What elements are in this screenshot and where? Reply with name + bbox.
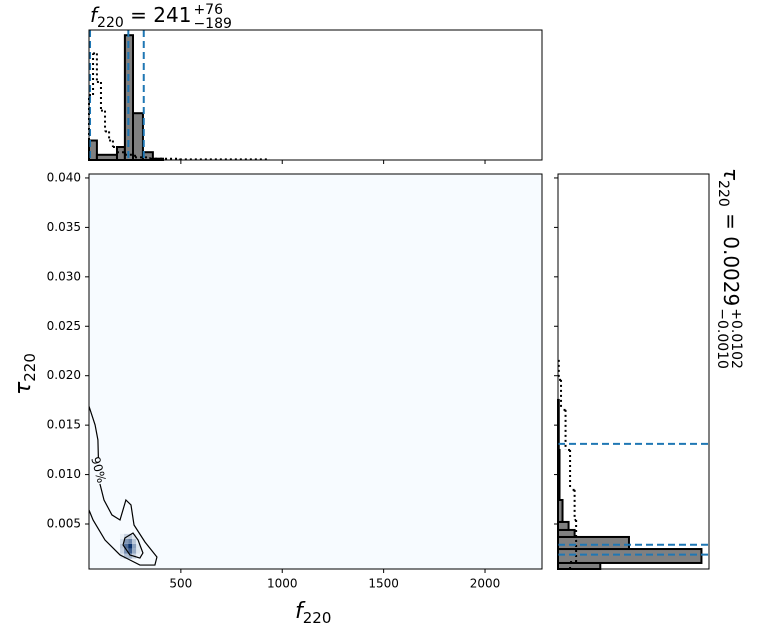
density-cell — [132, 533, 137, 539]
contour-label: 90% — [88, 455, 108, 484]
top-hist-frame — [88, 29, 543, 161]
y-tick-label: 0.040 — [47, 170, 81, 184]
y-tick-label: 0.030 — [47, 269, 81, 283]
y-tick-label: 0.035 — [47, 220, 81, 234]
hist-bar — [557, 548, 703, 564]
density-cell — [120, 533, 125, 539]
plot-frame — [88, 173, 543, 570]
title: f220 = 241 — [90, 3, 191, 31]
density-cell — [128, 553, 133, 559]
x-label-sub: 220 — [303, 609, 332, 627]
y-tick-label: 0.020 — [47, 368, 81, 382]
y-axis-label: τ220 — [11, 353, 39, 395]
right-title: τ220 = 0.0029 +0.0102−0.0010 — [714, 168, 744, 369]
right-hist-frame — [557, 173, 710, 570]
x-tick-label: 1000 — [267, 577, 298, 591]
density-cell — [124, 533, 129, 539]
y-tick-label: 0.025 — [47, 319, 81, 333]
density-cell — [124, 538, 129, 544]
density-cell — [120, 543, 125, 549]
main-plot: 90% — [88, 406, 158, 566]
hist-bar — [557, 528, 576, 538]
y-label-symbol: τ — [11, 381, 36, 395]
density-cell — [132, 543, 137, 549]
title-lower: −189 — [193, 16, 231, 32]
density-cell — [128, 533, 133, 539]
density-cell — [120, 548, 125, 554]
top-title: f220 = 241 +76−189 — [90, 2, 232, 32]
density-cell — [136, 553, 141, 559]
y-label-sub: 220 — [21, 353, 39, 382]
hist-bar — [115, 146, 126, 161]
density-cell — [136, 548, 141, 554]
title-value: = 0.0029 — [719, 207, 743, 306]
density-cell — [132, 548, 137, 554]
y-tick-label: 0.015 — [47, 418, 81, 432]
density-cell — [124, 548, 129, 554]
title: τ220 = 0.0029 — [715, 168, 743, 306]
title-lower: −0.0010 — [714, 308, 730, 369]
title-symbol: τ — [719, 168, 743, 181]
density-cell — [128, 543, 133, 549]
x-tick-label: 1500 — [368, 577, 399, 591]
density-cell — [128, 548, 133, 554]
hist-bar — [557, 498, 564, 523]
x-label-symbol: f — [295, 599, 306, 624]
y-tick-label: 0.010 — [47, 467, 81, 481]
title-symbol: f — [90, 3, 100, 27]
contour-label-gap — [94, 457, 105, 484]
title-value: = 241 — [124, 3, 192, 27]
title-sub: 220 — [97, 15, 124, 31]
density-cell — [120, 538, 125, 544]
hist-bar — [132, 112, 144, 161]
title-upper: +0.0102 — [728, 308, 744, 369]
hist-bar — [557, 535, 630, 551]
density-cell — [124, 543, 129, 549]
hist-bar — [557, 520, 570, 531]
density-cell — [124, 553, 129, 559]
x-tick-label: 2000 — [470, 577, 501, 591]
title-sub: 220 — [715, 180, 731, 207]
hist-bar — [95, 153, 118, 162]
title-upper: +76 — [193, 2, 223, 18]
contour — [122, 532, 144, 559]
density-cell — [136, 543, 141, 549]
y-tick-label: 0.005 — [47, 517, 81, 531]
density-cell — [132, 538, 137, 544]
density-cell — [136, 533, 141, 539]
density-cell — [128, 538, 133, 544]
x-tick-label: 500 — [169, 577, 192, 591]
x-axis-label: f220 — [295, 599, 331, 627]
plot-background — [89, 174, 542, 569]
